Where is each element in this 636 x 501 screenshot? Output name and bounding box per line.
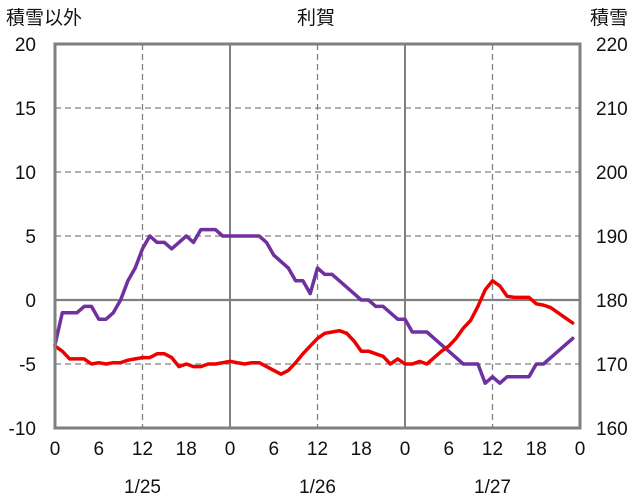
y-tick-left: -10 (9, 419, 36, 440)
series-line-1 (53, 227, 575, 385)
x-tick-label: 18 (176, 439, 197, 460)
y-tick-left: -5 (19, 355, 36, 376)
right-axis-title: 積雪 (590, 7, 628, 29)
y-tick-right: 170 (596, 355, 628, 376)
x-tick-label: 6 (443, 439, 454, 460)
gridlines (55, 44, 580, 428)
y-tick-left: 0 (25, 291, 36, 312)
plot-frame (53, 42, 582, 430)
x-tick-label: 0 (400, 439, 411, 460)
series-line-2 (53, 279, 575, 376)
series-group (53, 227, 575, 385)
x-tick-label: 0 (225, 439, 236, 460)
y-tick-left: 15 (15, 99, 36, 120)
x-tick-label: 6 (93, 439, 104, 460)
chart-title: 利賀 (297, 7, 335, 29)
x-tick-label: 12 (482, 439, 503, 460)
y-tick-left: 5 (25, 227, 36, 248)
y-tick-right: 220 (596, 35, 628, 56)
left-axis-title: 積雪以外 (6, 7, 82, 29)
x-tick-label: 6 (268, 439, 279, 460)
x-tick-label: 12 (132, 439, 153, 460)
y-tick-left: 10 (15, 163, 36, 184)
x-tick-label: 18 (351, 439, 372, 460)
y-tick-right: 210 (596, 99, 628, 120)
date-label: 1/27 (474, 477, 511, 498)
x-tick-label: 0 (50, 439, 61, 460)
y-tick-right: 190 (596, 227, 628, 248)
y-tick-right: 160 (596, 419, 628, 440)
y-tick-right: 180 (596, 291, 628, 312)
x-tick-label: 18 (526, 439, 547, 460)
date-label: 1/26 (299, 477, 336, 498)
x-tick-label: 0 (575, 439, 586, 460)
date-label: 1/25 (124, 477, 161, 498)
y-tick-right: 200 (596, 163, 628, 184)
y-tick-left: 20 (15, 35, 36, 56)
x-tick-label: 12 (307, 439, 328, 460)
